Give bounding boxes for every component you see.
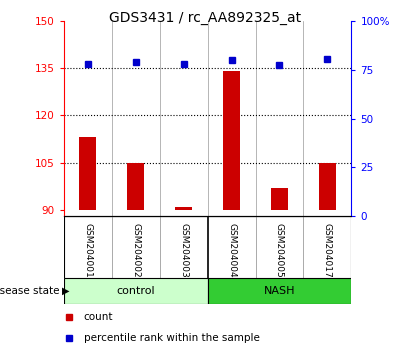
Bar <box>175 206 192 210</box>
Text: GSM204017: GSM204017 <box>323 223 332 278</box>
Text: GSM204004: GSM204004 <box>227 223 236 278</box>
Bar <box>127 162 144 210</box>
Bar <box>319 162 336 210</box>
Text: disease state: disease state <box>0 286 60 296</box>
Bar <box>208 278 351 304</box>
Text: GSM204005: GSM204005 <box>275 223 284 278</box>
Text: control: control <box>116 286 155 296</box>
Text: GSM204001: GSM204001 <box>83 223 92 278</box>
Text: count: count <box>84 312 113 322</box>
Text: ▶: ▶ <box>62 286 69 296</box>
Bar <box>79 137 96 210</box>
Text: NASH: NASH <box>264 286 295 296</box>
Text: GDS3431 / rc_AA892325_at: GDS3431 / rc_AA892325_at <box>109 11 302 25</box>
Bar <box>64 278 208 304</box>
Bar <box>223 72 240 210</box>
Text: GSM204003: GSM204003 <box>179 223 188 278</box>
Text: percentile rank within the sample: percentile rank within the sample <box>84 332 260 343</box>
Text: GSM204002: GSM204002 <box>131 223 140 278</box>
Bar <box>271 188 288 210</box>
